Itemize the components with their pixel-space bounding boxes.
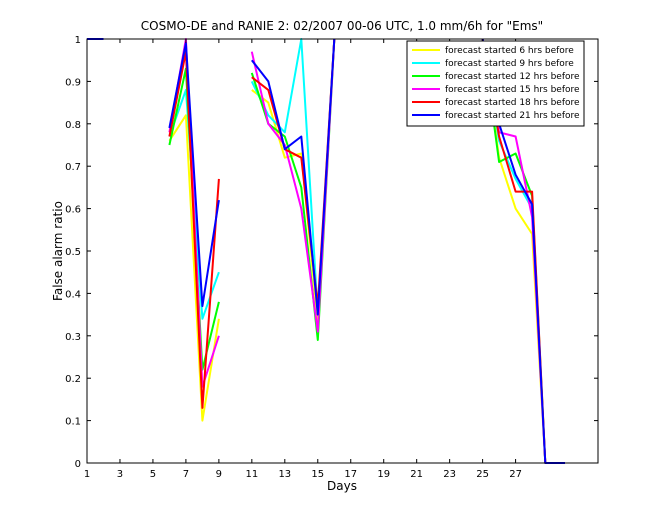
y-tick-label: 0.5 <box>65 247 81 258</box>
y-tick-label: 0.6 <box>65 205 81 216</box>
legend: forecast started 6 hrs before forecast st… <box>406 40 585 127</box>
y-tick-label: 1 <box>75 35 81 46</box>
y-axis-ticks: 0 0.1 0.2 0.3 0.4 0.5 0.6 0.7 0.8 0.9 1 <box>65 35 598 470</box>
series-line-6 <box>168 42 220 308</box>
legend-label: forecast started 21 hrs before <box>445 111 580 121</box>
legend-label: forecast started 12 hrs before <box>445 72 580 82</box>
legend-label: forecast started 18 hrs before <box>445 98 580 108</box>
legend-box <box>406 40 585 127</box>
y-tick-label: 0.8 <box>65 120 81 131</box>
x-tick-label: 11 <box>245 469 258 480</box>
x-axis-ticks: 1 3 5 7 9 11 13 15 17 19 21 23 25 27 <box>84 39 522 480</box>
y-tick-label: 0.1 <box>65 417 81 428</box>
chart-title: COSMO-DE and RANIE 2: 02/2007 00-06 UTC,… <box>141 19 543 33</box>
series-line-5 <box>168 50 220 409</box>
x-tick-label: 7 <box>183 469 189 480</box>
y-tick-label: 0.7 <box>65 162 81 173</box>
y-tick-label: 0.4 <box>65 289 81 300</box>
x-tick-label: 13 <box>278 469 291 480</box>
y-tick-label: 0.2 <box>65 374 81 385</box>
x-tick-label: 17 <box>344 469 357 480</box>
x-tick-label: 9 <box>216 469 222 480</box>
y-tick-label: 0.3 <box>65 332 81 343</box>
legend-label: forecast started 9 hrs before <box>445 59 574 69</box>
x-tick-label: 15 <box>311 469 324 480</box>
x-tick-label: 27 <box>509 469 522 480</box>
x-tick-label: 25 <box>476 469 489 480</box>
y-axis-title: False alarm ratio <box>51 201 65 301</box>
x-tick-label: 21 <box>410 469 423 480</box>
series-line-6 <box>251 38 336 316</box>
legend-label: forecast started 15 hrs before <box>445 85 580 95</box>
legend-label: forecast started 6 hrs before <box>445 46 574 56</box>
x-tick-label: 1 <box>84 469 90 480</box>
x-tick-label: 5 <box>150 469 156 480</box>
x-tick-label: 19 <box>377 469 390 480</box>
series-line-1 <box>168 114 220 422</box>
x-axis-title: Days <box>327 479 357 493</box>
y-tick-label: 0.9 <box>65 77 81 88</box>
x-tick-label: 3 <box>117 469 123 480</box>
x-tick-label: 23 <box>443 469 456 480</box>
y-tick-label: 0 <box>75 459 81 470</box>
